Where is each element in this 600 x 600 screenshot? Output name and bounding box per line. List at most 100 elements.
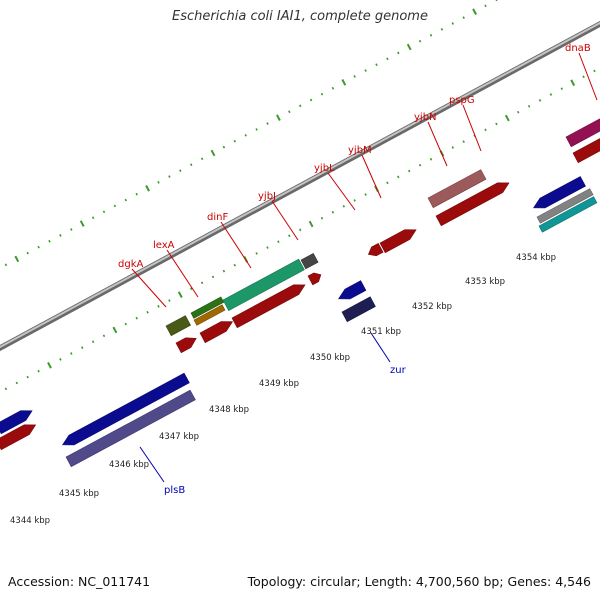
ruler-dot xyxy=(397,175,400,179)
genome-summary-label: Topology: circular; Length: 4,700,560 bp… xyxy=(247,574,591,589)
ruler-dot xyxy=(320,92,324,96)
gene-label-plsB: plsB xyxy=(164,485,185,496)
ruler-dot xyxy=(298,228,302,232)
ruler-dot xyxy=(4,263,8,267)
gene-yjbN xyxy=(427,169,487,209)
leader-line-yjbM xyxy=(361,154,382,199)
ruler-dot xyxy=(570,79,576,87)
ruler-dot xyxy=(37,369,40,373)
leader-line-dgkA xyxy=(131,268,167,308)
gene-zur-blue xyxy=(338,280,367,300)
axis-tick-label: 4345 kbp xyxy=(59,489,99,499)
ruler-dot xyxy=(14,255,20,263)
gene-silver-right xyxy=(536,188,594,224)
ruler-dot xyxy=(288,110,291,114)
ruler-dot xyxy=(179,169,182,172)
ruler-dot xyxy=(168,299,171,302)
ruler-dot xyxy=(266,122,269,125)
ruler-dot xyxy=(210,149,216,157)
gene-dinF-red xyxy=(231,284,306,329)
gene-dinF xyxy=(222,258,305,312)
ruler-dot xyxy=(233,139,237,143)
ruler-dot xyxy=(47,362,52,369)
ruler-dot xyxy=(48,239,51,243)
gene-label-yjbL: yjbL xyxy=(314,163,335,174)
leader-line-dinF xyxy=(220,221,252,269)
ruler-dot xyxy=(255,128,258,131)
gene-dgkA xyxy=(165,315,192,337)
lower-ruler-dots xyxy=(4,69,596,391)
ruler-dot xyxy=(560,87,564,90)
ruler-dot xyxy=(276,114,281,121)
ruler-dot xyxy=(145,185,150,192)
ruler-dot xyxy=(59,358,62,361)
gene-lexA-orange xyxy=(193,304,226,326)
ruler-dot xyxy=(386,57,389,61)
ruler-dot xyxy=(353,199,356,202)
ruler-dot xyxy=(375,63,378,67)
ruler-dot xyxy=(124,322,128,326)
gene-label-dnaB: dnaB xyxy=(565,43,591,54)
ruler-dot xyxy=(200,157,204,161)
gene-label-pspG: pspG xyxy=(449,95,475,106)
gene-label-dgkA: dgkA xyxy=(118,259,143,270)
ruler-dot xyxy=(549,93,553,96)
axis-tick-label: 4351 kbp xyxy=(361,327,401,337)
ruler-dot xyxy=(277,240,280,243)
gene-lexA xyxy=(190,296,225,319)
ruler-dot xyxy=(309,98,313,102)
gene-label-dinF: dinF xyxy=(207,212,228,223)
leader-line-lexA xyxy=(166,249,199,298)
ruler-dot xyxy=(189,163,193,167)
ruler-dot xyxy=(255,252,258,255)
axis-tick-label: 4346 kbp xyxy=(109,460,149,470)
ruler-dot xyxy=(135,192,138,196)
ruler-dot xyxy=(484,128,487,132)
gene-label-zur: zur xyxy=(390,365,407,376)
ruler-dot xyxy=(26,375,29,379)
ruler-dot xyxy=(124,198,128,202)
ruler-dot xyxy=(157,181,160,184)
gene-yjbL xyxy=(367,242,384,257)
gene-label-yjbM: yjbM xyxy=(348,145,372,156)
ruler-dot xyxy=(418,39,422,43)
axis-tick-label: 4349 kbp xyxy=(259,379,299,389)
ruler-dot xyxy=(386,181,389,185)
gene-plsB-like xyxy=(65,389,196,468)
ruler-dot xyxy=(462,16,465,19)
ruler-dot xyxy=(308,220,314,228)
ruler-dot xyxy=(222,145,226,149)
upper-ruler-dots xyxy=(4,0,498,267)
ruler-dot xyxy=(451,22,455,25)
ruler-dot xyxy=(527,104,531,108)
axis-tick-label: 4344 kbp xyxy=(10,516,50,526)
ruler-dot xyxy=(484,4,487,8)
ruler-dot xyxy=(91,340,95,344)
gene-plsB xyxy=(62,372,190,446)
gene-blue-left xyxy=(0,410,33,435)
ruler-dot xyxy=(331,210,335,214)
gene-red-left xyxy=(0,424,37,451)
ruler-dot xyxy=(353,75,356,78)
axis-tick-label: 4347 kbp xyxy=(159,432,199,442)
ruler-dot xyxy=(288,234,291,238)
ruler-dot xyxy=(364,193,367,196)
accession-label: Accession: NC_011741 xyxy=(8,574,151,589)
ruler-dot xyxy=(582,75,585,79)
ruler-dot xyxy=(157,305,160,308)
ruler-dot xyxy=(102,210,106,214)
ruler-dot xyxy=(222,269,226,273)
ruler-dot xyxy=(70,352,73,355)
ruler-dot xyxy=(233,263,237,267)
ruler-dot xyxy=(102,334,106,338)
ruler-dot xyxy=(146,310,149,314)
ruler-dot xyxy=(593,69,596,73)
gene-dgkA-red xyxy=(175,337,197,354)
ruler-dot xyxy=(80,346,84,349)
gene-zur xyxy=(341,296,376,323)
ruler-dot xyxy=(211,275,215,279)
gene-pspG xyxy=(435,182,510,227)
gene-dnaB-red xyxy=(572,138,600,164)
ruler-dot xyxy=(91,216,95,220)
